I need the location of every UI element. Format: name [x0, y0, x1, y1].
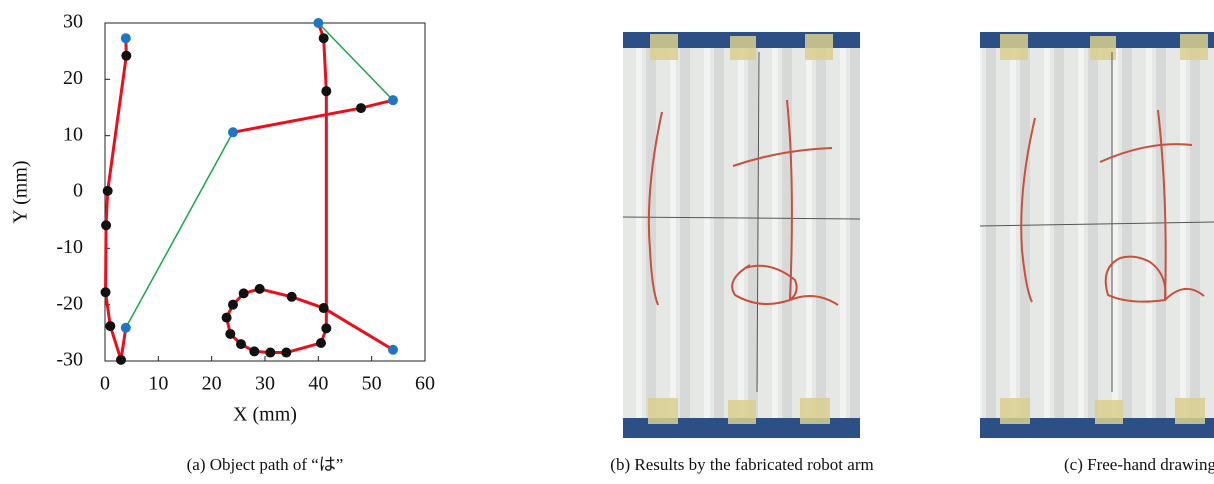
- y-tick-label: -30: [56, 349, 83, 371]
- point: [120, 33, 131, 44]
- point: [221, 312, 232, 323]
- point: [249, 346, 260, 357]
- point: [238, 288, 249, 299]
- caption: (b) Results by the fabricated robot arm: [610, 455, 873, 474]
- x-tick-label: 20: [202, 373, 222, 395]
- x-tick-label: 10: [148, 373, 168, 395]
- caption: (a) Object path of “は”: [187, 455, 344, 474]
- point: [228, 127, 238, 138]
- path-segment: [232, 98, 394, 134]
- point: [254, 283, 265, 294]
- y-tick-label: 30: [63, 11, 83, 33]
- point: [388, 95, 398, 106]
- photo-robot: [622, 32, 861, 438]
- point: [121, 50, 132, 61]
- point: [321, 323, 332, 334]
- point: [236, 339, 246, 350]
- x-tick-label: 30: [255, 373, 275, 395]
- y-axis-label: Y (mm): [10, 160, 32, 223]
- point: [105, 321, 116, 332]
- x-tick-label: 0: [100, 373, 110, 395]
- point: [388, 344, 398, 355]
- point: [228, 299, 238, 310]
- point: [318, 303, 329, 314]
- point: [116, 354, 126, 365]
- point: [356, 103, 366, 114]
- path-segment: [317, 22, 394, 101]
- point: [286, 291, 297, 302]
- y-tick-label: 20: [63, 67, 83, 89]
- path-segment: [104, 38, 128, 361]
- point: [120, 322, 131, 333]
- photo-freehand: [979, 32, 1214, 438]
- x-axis-label: X (mm): [233, 404, 297, 426]
- x-tick-label: 50: [362, 373, 382, 395]
- point: [318, 33, 329, 44]
- path-segment: [125, 131, 234, 329]
- point: [101, 220, 112, 231]
- point: [316, 337, 326, 348]
- y-tick-label: -20: [56, 292, 83, 314]
- point: [281, 347, 292, 358]
- x-tick-label: 60: [415, 373, 435, 395]
- point: [100, 287, 111, 298]
- y-tick-label: 10: [63, 123, 83, 145]
- point: [265, 347, 276, 358]
- path-segment: [225, 22, 394, 355]
- point: [225, 328, 236, 339]
- y-tick-label: -10: [56, 236, 83, 258]
- caption: (c) Free-hand drawing: [1064, 455, 1214, 474]
- plot-frame: [104, 22, 426, 362]
- point: [102, 185, 113, 196]
- y-tick-label: 0: [73, 180, 83, 202]
- point: [321, 86, 332, 97]
- x-tick-label: 40: [308, 373, 328, 395]
- point: [313, 18, 324, 28]
